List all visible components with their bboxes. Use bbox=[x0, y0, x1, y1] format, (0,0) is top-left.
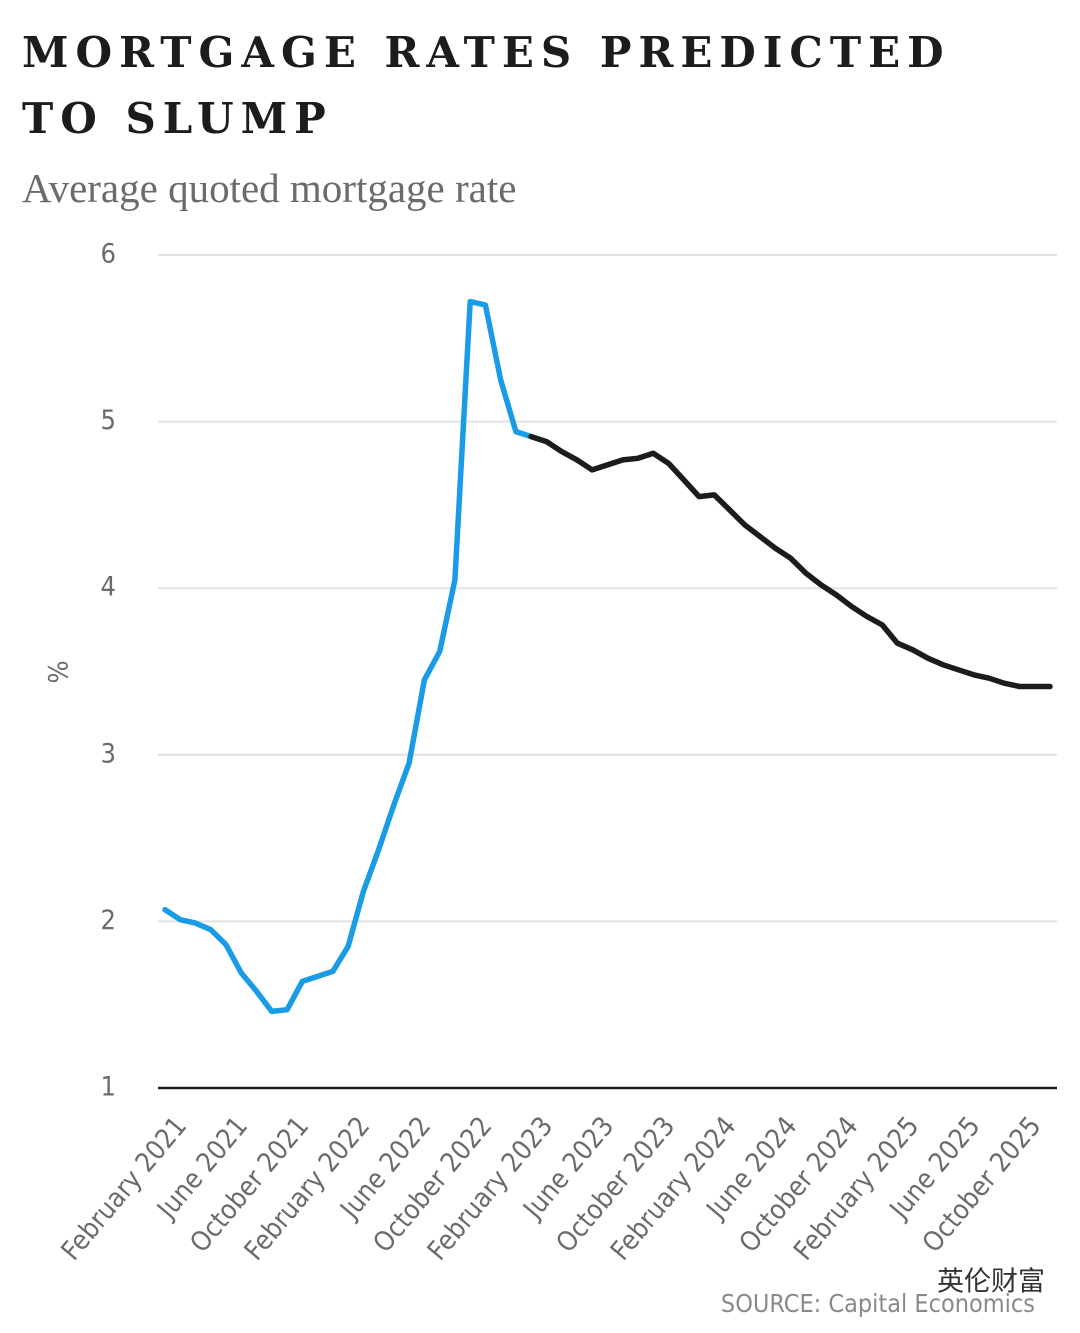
y-tick-label: 5 bbox=[101, 405, 116, 436]
series-line bbox=[162, 298, 534, 1015]
y-tick-label: 3 bbox=[101, 738, 116, 769]
y-tick-label: 4 bbox=[101, 572, 116, 603]
series-line bbox=[528, 433, 1053, 690]
chart-title: MORTGAGE RATES PREDICTED TO SLUMP bbox=[22, 28, 951, 143]
y-tick-label: 1 bbox=[101, 1072, 116, 1103]
chart-subtitle: Average quoted mortgage rate bbox=[22, 165, 517, 211]
watermark: 英伦财富 bbox=[937, 1267, 1045, 1298]
y-axis-label: % bbox=[44, 660, 75, 683]
y-tick-label: 6 bbox=[101, 239, 116, 270]
source: SOURCE: Capital Economics bbox=[721, 1289, 1035, 1318]
y-tick-label: 2 bbox=[101, 905, 116, 936]
